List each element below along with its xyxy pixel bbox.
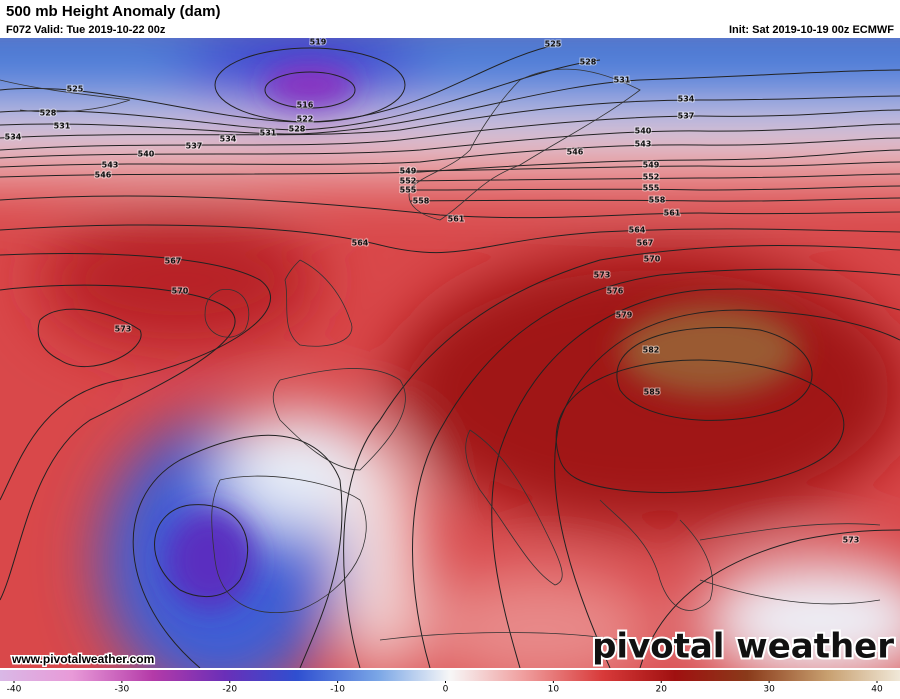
colorbar xyxy=(0,670,900,681)
contour-label: 537 xyxy=(678,112,695,121)
contour-label: 546 xyxy=(95,171,112,180)
contour-label: 573 xyxy=(594,271,611,280)
watermark: pivotal weather xyxy=(592,627,894,667)
colorbar-tick-label: 30 xyxy=(763,685,775,695)
contour-label: 525 xyxy=(67,85,84,94)
header-band xyxy=(0,0,900,38)
contour-label: 555 xyxy=(643,184,660,193)
contour-label: 543 xyxy=(635,140,652,149)
colorbar-ticks: -40 -30 -20 -10 0 10 20 30 40 xyxy=(7,681,883,695)
colorbar-tick-label: -40 xyxy=(7,685,22,695)
contour-label: 537 xyxy=(186,142,203,151)
contour-label: 585 xyxy=(644,388,661,397)
contour-label: 552 xyxy=(643,173,660,182)
contour-label: 543 xyxy=(102,161,119,170)
colorbar-tick-label: -30 xyxy=(115,685,130,695)
contour-label: 552 xyxy=(400,177,417,186)
contour-label: 558 xyxy=(413,197,430,206)
contours xyxy=(0,43,900,668)
colorbar-tick-label: 40 xyxy=(871,685,883,695)
colorbar-tick-label: 0 xyxy=(443,685,449,695)
colorbar-tick-label: -20 xyxy=(222,685,237,695)
contour-label: 528 xyxy=(289,125,306,134)
contour-label: 576 xyxy=(607,287,624,296)
contour-label: 549 xyxy=(643,161,660,170)
contour-label: 582 xyxy=(643,346,660,355)
coastlines xyxy=(0,68,881,641)
contour-labels: 519 5255285315345375405435465495525555585… xyxy=(4,37,861,546)
init-time: Init: Sat 2019-10-19 00z ECMWF xyxy=(729,24,894,36)
colorbar-tick-label: 20 xyxy=(656,685,668,695)
contour-label: 528 xyxy=(580,58,597,67)
contour-label: 534 xyxy=(678,95,695,104)
contour-label: 531 xyxy=(54,122,71,131)
title: 500 mb Height Anomaly (dam) xyxy=(6,3,220,20)
contour-label: 528 xyxy=(40,109,57,118)
website-url: www.pivotalweather.com xyxy=(11,652,154,666)
contour-label: 570 xyxy=(644,255,661,264)
colorbar-tick-label: 10 xyxy=(548,685,560,695)
contour-label: 516 xyxy=(297,101,314,110)
contour-label: 549 xyxy=(400,167,417,176)
contour-label: 567 xyxy=(637,239,654,248)
contour-label: 567 xyxy=(165,257,182,266)
contour-label: 579 xyxy=(616,311,633,320)
contour-label: 519 xyxy=(310,38,327,47)
contour-label: 531 xyxy=(614,76,631,85)
contour-label: 540 xyxy=(635,127,652,136)
contour-label: 525 xyxy=(545,40,562,49)
contour-label: 573 xyxy=(115,325,132,334)
contour-label: 546 xyxy=(567,148,584,157)
contour-label: 534 xyxy=(220,135,237,144)
colorbar-tick-label: -10 xyxy=(330,685,345,695)
contour-label: 522 xyxy=(297,115,314,124)
valid-time: F072 Valid: Tue 2019-10-22 00z xyxy=(6,24,166,36)
contour-label: 564 xyxy=(352,239,369,248)
contour-label: 561 xyxy=(664,209,681,218)
contour-label: 570 xyxy=(172,287,189,296)
contour-label: 534 xyxy=(5,133,22,142)
contour-label: 561 xyxy=(448,215,465,224)
contour-label: 558 xyxy=(649,196,666,205)
contour-label: 564 xyxy=(629,226,646,235)
contour-label: 555 xyxy=(400,186,417,195)
contour-label: 573 xyxy=(843,536,860,545)
contour-label: 540 xyxy=(138,150,155,159)
contour-label: 531 xyxy=(260,129,277,138)
